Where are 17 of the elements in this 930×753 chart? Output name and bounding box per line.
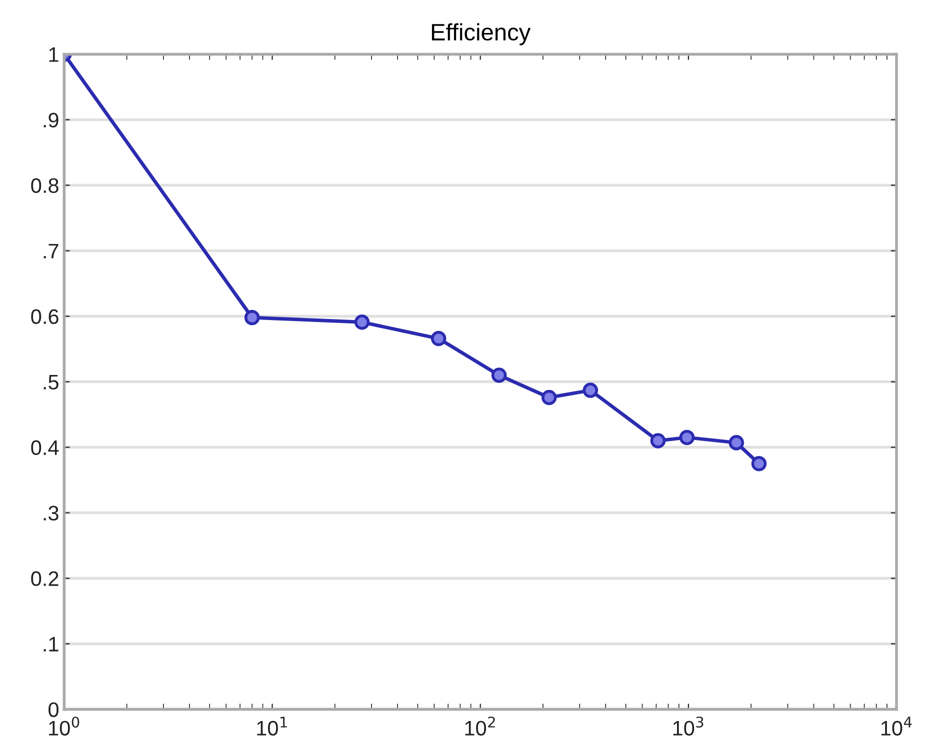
y-tick-label: 0.8: [31, 178, 58, 193]
y-tick-label: .3: [44, 506, 58, 521]
y-tick-label: 0: [48, 702, 58, 718]
y-tick-label: 0.4: [31, 440, 59, 456]
y-tick-label: .5: [44, 374, 58, 390]
y-tick-label: .9: [44, 112, 58, 128]
chart-title: Efficiency: [432, 23, 531, 46]
x-tick-label: 10$^{2}$: [465, 716, 495, 736]
x-tick-label: 10$^{1}$: [257, 716, 287, 736]
y-tick-label: 0.6: [31, 309, 58, 324]
y-tick-label: .1: [44, 637, 58, 652]
x-tick-label: 10$^{4}$: [881, 716, 912, 736]
x-tick-label: 10$^{0}$: [49, 716, 80, 736]
y-tick-label: 1: [49, 47, 58, 62]
y-tick-label: 0.2: [31, 571, 58, 586]
x-tick-label: 10$^{3}$: [673, 716, 704, 736]
y-tick-label: .7: [44, 244, 58, 258]
